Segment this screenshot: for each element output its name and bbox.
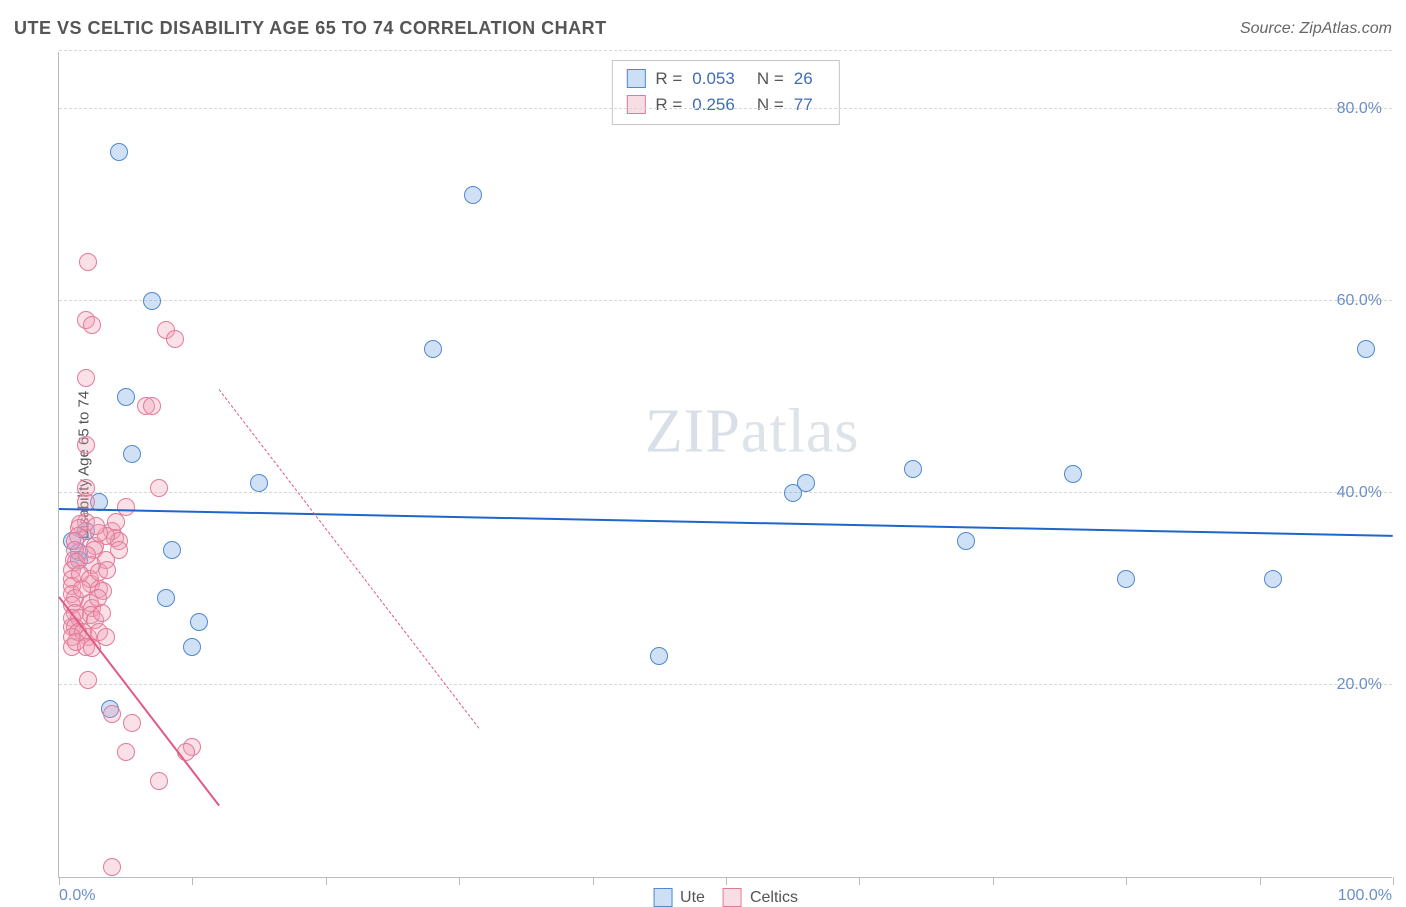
- gridline: [59, 108, 1392, 109]
- r-label: R =: [655, 92, 682, 118]
- gridline: [59, 684, 1392, 685]
- ute-point: [464, 186, 482, 204]
- celtics-point: [87, 517, 105, 535]
- y-tick-label: 60.0%: [1337, 292, 1382, 310]
- ute-point: [123, 445, 141, 463]
- ute-point: [250, 474, 268, 492]
- celtics-point: [77, 436, 95, 454]
- celtics-point: [89, 589, 107, 607]
- source-name: ZipAtlas.com: [1300, 20, 1392, 37]
- chart-title: UTE VS CELTIC DISABILITY AGE 65 TO 74 CO…: [14, 18, 607, 39]
- x-min-label: 0.0%: [59, 887, 95, 905]
- ute-point: [117, 388, 135, 406]
- celtics-swatch: [626, 95, 645, 114]
- celtics-point: [73, 580, 91, 598]
- celtics-swatch: [723, 888, 742, 907]
- celtics-point: [107, 513, 125, 531]
- x-tick: [1260, 877, 1261, 885]
- x-tick: [593, 877, 594, 885]
- x-tick: [1393, 877, 1394, 885]
- r-value: 0.053: [692, 66, 747, 92]
- legend-label: Celtics: [750, 889, 798, 907]
- scatter-plot: ZIPatlas R =0.053N =26R =0.256N =77 0.0%…: [58, 52, 1392, 878]
- gridline: [59, 300, 1392, 301]
- ute-point: [424, 340, 442, 358]
- x-tick: [726, 877, 727, 885]
- celtics-point: [77, 369, 95, 387]
- x-tick: [326, 877, 327, 885]
- celtics-point: [98, 561, 116, 579]
- n-label: N =: [757, 92, 784, 118]
- celtics-point: [150, 479, 168, 497]
- x-tick: [192, 877, 193, 885]
- ute-point: [1264, 570, 1282, 588]
- celtics-point: [79, 253, 97, 271]
- chart-header: UTE VS CELTIC DISABILITY AGE 65 TO 74 CO…: [14, 18, 1392, 39]
- ute-point: [1117, 570, 1135, 588]
- x-max-label: 100.0%: [1338, 887, 1392, 905]
- ute-point: [957, 532, 975, 550]
- x-tick: [859, 877, 860, 885]
- celtics-point: [79, 671, 97, 689]
- ute-point: [183, 638, 201, 656]
- y-tick-label: 80.0%: [1337, 100, 1382, 118]
- legend-item-ute: Ute: [653, 888, 705, 907]
- legend-item-celtics: Celtics: [723, 888, 798, 907]
- celtics-point: [117, 743, 135, 761]
- n-value: 26: [794, 66, 825, 92]
- celtics-point: [103, 705, 121, 723]
- celtics-point: [78, 546, 96, 564]
- plot-container: Disability Age 65 to 74 ZIPatlas R =0.05…: [14, 52, 1392, 878]
- n-label: N =: [757, 66, 784, 92]
- ute-point: [904, 460, 922, 478]
- x-tick: [1126, 877, 1127, 885]
- ute-point: [163, 541, 181, 559]
- legend-label: Ute: [680, 889, 705, 907]
- x-tick: [993, 877, 994, 885]
- ute-point: [1357, 340, 1375, 358]
- ute-point: [143, 292, 161, 310]
- celtics-point: [83, 316, 101, 334]
- gridline: [59, 50, 1392, 51]
- y-tick-label: 20.0%: [1337, 676, 1382, 694]
- stats-row-ute: R = 0.053 N = 26: [626, 66, 824, 92]
- stats-legend-box: R = 0.053 N = 26 R = 0.256 N = 77: [611, 60, 839, 125]
- y-tick-label: 40.0%: [1337, 484, 1382, 502]
- series-legend: Ute Celtics: [653, 888, 798, 907]
- n-value: 77: [794, 92, 825, 118]
- stats-row-celtics: R = 0.256 N = 77: [626, 92, 824, 118]
- celtics-point: [103, 858, 121, 876]
- watermark: ZIPatlas: [645, 396, 860, 467]
- ute-point: [650, 647, 668, 665]
- ute-point: [157, 589, 175, 607]
- x-tick: [59, 877, 60, 885]
- trend-line: [59, 508, 1393, 537]
- celtics-point: [143, 397, 161, 415]
- celtics-point: [150, 772, 168, 790]
- chart-source: Source: ZipAtlas.com: [1240, 20, 1392, 38]
- ute-swatch: [626, 69, 645, 88]
- celtics-point: [123, 714, 141, 732]
- celtics-point: [166, 330, 184, 348]
- trend-line: [219, 389, 480, 728]
- ute-point: [110, 143, 128, 161]
- ute-point: [1064, 465, 1082, 483]
- x-tick: [459, 877, 460, 885]
- celtics-point: [110, 541, 128, 559]
- source-prefix: Source:: [1240, 20, 1300, 37]
- ute-swatch: [653, 888, 672, 907]
- r-label: R =: [655, 66, 682, 92]
- ute-point: [190, 613, 208, 631]
- r-value: 0.256: [692, 92, 747, 118]
- ute-point: [797, 474, 815, 492]
